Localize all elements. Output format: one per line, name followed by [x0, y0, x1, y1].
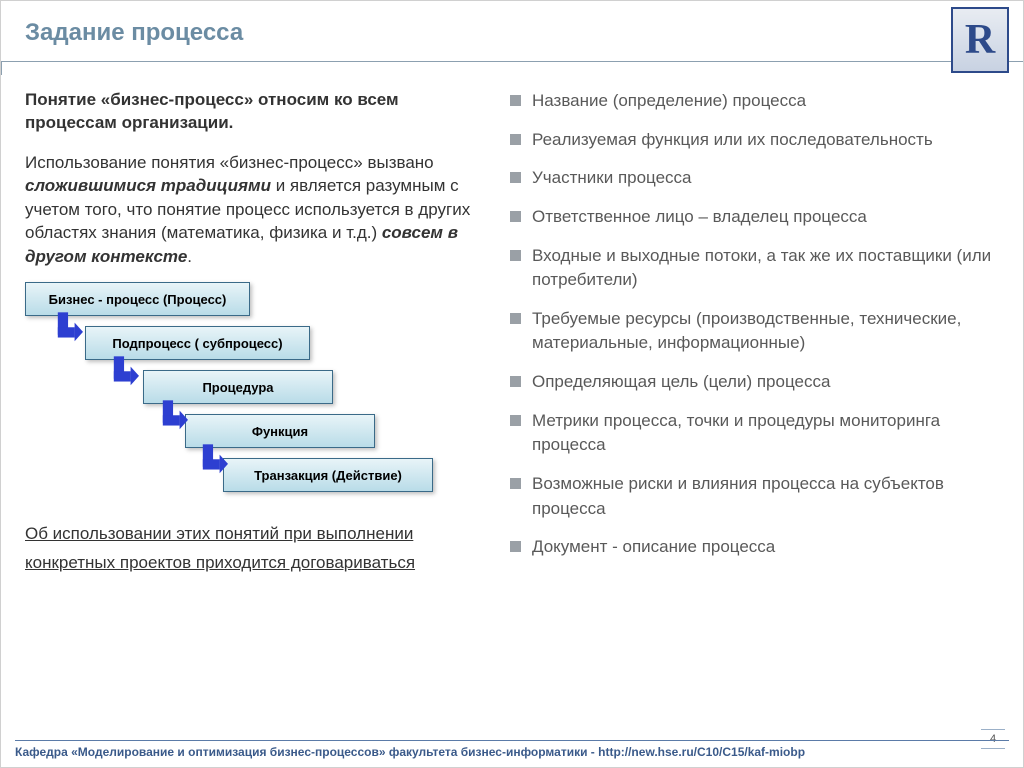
para-text-3: . — [187, 247, 192, 266]
slide: Задание процесса R Понятие «бизнес-проце… — [0, 0, 1024, 768]
bullet-item: Возможные риски и влияния процесса на су… — [510, 472, 999, 521]
hierarchy-diagram: Бизнес - процесс (Процесс) Подпроцесс ( с… — [25, 282, 455, 502]
logo-letter-icon: R — [965, 16, 995, 64]
diagram-box-4: Транзакция (Действие) — [223, 458, 433, 492]
bullet-item: Ответственное лицо – владелец процесса — [510, 205, 999, 230]
diagram-box-3: Функция — [185, 414, 375, 448]
elbow-arrow-icon — [200, 444, 228, 482]
bullet-item: Требуемые ресурсы (производственные, тех… — [510, 307, 999, 356]
bullet-item: Реализуемая функция или их последователь… — [510, 128, 999, 153]
bullet-item: Название (определение) процесса — [510, 89, 999, 114]
logo: R — [951, 7, 1009, 73]
para-text-1: Использование понятия «бизнес-процесс» в… — [25, 153, 434, 172]
footer-text: Кафедра «Моделирование и оптимизация биз… — [15, 745, 805, 759]
bullet-item: Документ - описание процесса — [510, 535, 999, 560]
content: Понятие «бизнес-процесс» относим ко всем… — [25, 89, 999, 727]
header-tick — [1, 61, 2, 75]
paragraph: Использование понятия «бизнес-процесс» в… — [25, 151, 490, 268]
diagram-box-1: Подпроцесс ( субпроцесс) — [85, 326, 310, 360]
bullet-item: Участники процесса — [510, 166, 999, 191]
header-rule — [1, 61, 1023, 62]
elbow-arrow-icon — [55, 312, 83, 350]
elbow-arrow-icon — [160, 400, 188, 438]
footer: Кафедра «Моделирование и оптимизация биз… — [15, 740, 1009, 759]
elbow-arrow-icon — [111, 356, 139, 394]
right-column: Название (определение) процесса Реализуем… — [510, 89, 999, 727]
bullet-item: Определяющая цель (цели) процесса — [510, 370, 999, 395]
diagram-box-0: Бизнес - процесс (Процесс) — [25, 282, 250, 316]
para-emph-1: сложившимися традициями — [25, 176, 271, 195]
underlined-note: Об использовании этих понятий при выполн… — [25, 520, 490, 578]
slide-title: Задание процесса — [25, 19, 999, 47]
bullet-list: Название (определение) процесса Реализуем… — [510, 89, 999, 560]
diagram-box-2: Процедура — [143, 370, 333, 404]
header: Задание процесса — [25, 19, 999, 71]
bullet-item: Входные и выходные потоки, а так же их п… — [510, 244, 999, 293]
bullet-item: Метрики процесса, точки и процедуры мони… — [510, 409, 999, 458]
subtitle: Понятие «бизнес-процесс» относим ко всем… — [25, 89, 490, 135]
left-column: Понятие «бизнес-процесс» относим ко всем… — [25, 89, 490, 727]
